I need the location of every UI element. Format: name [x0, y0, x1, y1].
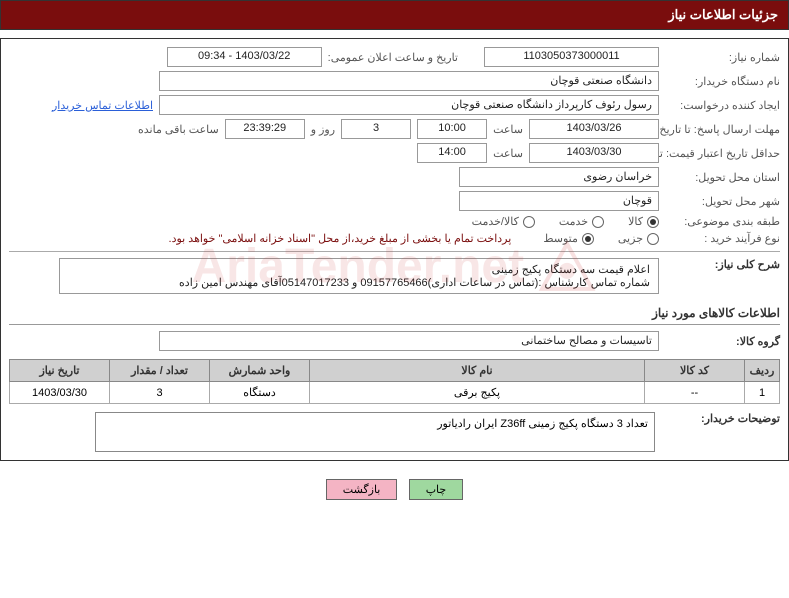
cell-code: -- — [645, 382, 745, 404]
req-number-label: شماره نیاز: — [665, 51, 780, 64]
cell-unit: دستگاه — [210, 382, 310, 404]
radio-circle-icon — [592, 216, 604, 228]
cell-date: 1403/03/30 — [10, 382, 110, 404]
summary-line2: شماره تماس کارشناس :(تماس در ساعات اداری… — [68, 276, 650, 289]
radio-circle-icon — [647, 216, 659, 228]
summary-line1: اعلام قیمت سه دستگاه پکیج زمینی — [68, 263, 650, 276]
validity-label: حداقل تاریخ اعتبار قیمت: تا تاریخ: — [665, 147, 780, 160]
button-bar: چاپ بازگشت — [0, 471, 789, 508]
buyer-field: دانشگاه صنعتی قوچان — [159, 71, 659, 91]
province-field: خراسان رضوی — [459, 167, 659, 187]
radio-circle-icon — [647, 233, 659, 245]
province-label: استان محل تحویل: — [665, 171, 780, 184]
buyer-label: نام دستگاه خریدار: — [665, 75, 780, 88]
radio-circle-icon — [523, 216, 535, 228]
summary-label: شرح کلی نیاز: — [665, 258, 780, 271]
notes-label: توضیحات خریدار: — [665, 412, 780, 452]
time-label-1: ساعت — [493, 123, 523, 136]
validity-time: 14:00 — [417, 143, 487, 163]
back-button[interactable]: بازگشت — [326, 479, 398, 500]
th-qty: تعداد / مقدار — [110, 360, 210, 382]
deadline-date: 1403/03/26 — [529, 119, 659, 139]
page-header: جزئیات اطلاعات نیاز — [0, 0, 789, 30]
payment-note: پرداخت تمام یا بخشی از مبلغ خرید،از محل … — [169, 232, 512, 245]
announce-field: 1403/03/22 - 09:34 — [167, 47, 322, 67]
cell-n: 1 — [745, 382, 780, 404]
announce-label: تاریخ و ساعت اعلان عمومی: — [328, 51, 458, 64]
remaining-label: ساعت باقی مانده — [138, 123, 219, 136]
city-field: قوچان — [459, 191, 659, 211]
th-unit: واحد شمارش — [210, 360, 310, 382]
city-label: شهر محل تحویل: — [665, 195, 780, 208]
main-container: شماره نیاز: 1103050373000011 تاریخ و ساع… — [0, 38, 789, 461]
days-field: 3 — [341, 119, 411, 139]
th-name: نام کالا — [310, 360, 645, 382]
radio-partial[interactable]: جزیی — [618, 232, 659, 245]
radio-medium[interactable]: متوسط — [543, 232, 594, 245]
category-label: طبقه بندی موضوعی: — [665, 215, 780, 228]
table-row: 1 -- پکیج برقی دستگاه 3 1403/03/30 — [10, 382, 780, 404]
radio-circle-icon — [582, 233, 594, 245]
group-field: تاسیسات و مصالح ساختمانی — [159, 331, 659, 351]
days-and: روز و — [311, 123, 335, 136]
contact-link[interactable]: اطلاعات تماس خریدار — [52, 99, 153, 112]
page-title: جزئیات اطلاعات نیاز — [668, 7, 778, 22]
goods-table: ردیف کد کالا نام کالا واحد شمارش تعداد /… — [9, 359, 780, 404]
req-number-field: 1103050373000011 — [484, 47, 659, 67]
validity-date: 1403/03/30 — [529, 143, 659, 163]
notes-box: تعداد 3 دستگاه پکیج زمینی Z36ff ایران را… — [95, 412, 655, 452]
summary-box: اعلام قیمت سه دستگاه پکیج زمینی شماره تم… — [59, 258, 659, 294]
print-button[interactable]: چاپ — [409, 479, 464, 500]
countdown: 23:39:29 — [225, 119, 305, 139]
process-label: نوع فرآیند خرید : — [665, 232, 780, 245]
radio-kala[interactable]: کالا — [628, 215, 659, 228]
goods-section-title: اطلاعات کالاهای مورد نیاز — [9, 302, 780, 325]
deadline-send-label: مهلت ارسال پاسخ: تا تاریخ: — [665, 123, 780, 136]
group-label: گروه کالا: — [665, 335, 780, 348]
creator-label: ایجاد کننده درخواست: — [665, 99, 780, 112]
radio-khedmat[interactable]: خدمت — [559, 215, 604, 228]
creator-field: رسول رئوف کارپرداز دانشگاه صنعتی قوچان — [159, 95, 659, 115]
cell-name: پکیج برقی — [310, 382, 645, 404]
radio-both[interactable]: کالا/خدمت — [472, 215, 535, 228]
th-date: تاریخ نیاز — [10, 360, 110, 382]
time-label-2: ساعت — [493, 147, 523, 160]
cell-qty: 3 — [110, 382, 210, 404]
th-code: کد کالا — [645, 360, 745, 382]
deadline-time: 10:00 — [417, 119, 487, 139]
th-row: ردیف — [745, 360, 780, 382]
